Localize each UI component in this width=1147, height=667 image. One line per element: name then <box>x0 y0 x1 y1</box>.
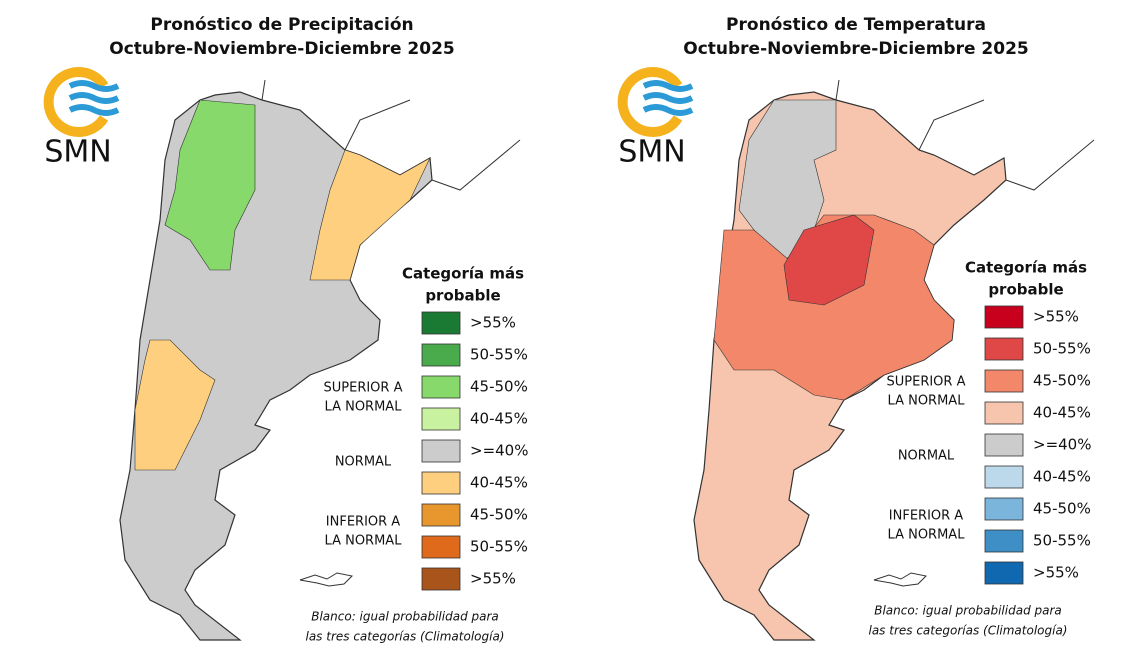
legend-swatch <box>984 401 1024 425</box>
legend-swatch <box>984 305 1024 329</box>
legend-swatch <box>421 471 461 495</box>
logo-text: SMN <box>44 135 111 170</box>
legend-swatch <box>421 503 461 527</box>
legend-label: 45-50% <box>1033 372 1091 390</box>
legend-label: >55% <box>1033 308 1079 326</box>
legend-swatch <box>421 343 461 367</box>
logo-wave <box>642 104 694 116</box>
legend-title: Categoría más <box>965 259 1087 277</box>
neighbor-border <box>261 79 521 191</box>
legend-swatch <box>421 567 461 591</box>
logo-wave <box>68 92 120 104</box>
legend-label: >55% <box>470 570 516 588</box>
panel: Pronóstico de Temperatura Octubre-Noviemb… <box>617 15 1095 641</box>
legend-label: 45-50% <box>470 506 528 524</box>
legend-swatch <box>421 439 461 463</box>
legend-swatch <box>984 497 1024 521</box>
logo-wave <box>642 92 694 104</box>
panel-title: Octubre-Noviembre-Diciembre 2025 <box>683 39 1029 59</box>
panel-title: Octubre-Noviembre-Diciembre 2025 <box>109 39 455 59</box>
logo-wave <box>68 104 120 116</box>
panel-title: Pronóstico de Temperatura <box>726 15 986 35</box>
footnote: las tres categorías (Climatología) <box>305 630 504 644</box>
neighbor-border <box>835 79 1095 191</box>
legend-label: 40-45% <box>1033 404 1091 422</box>
falklands <box>873 572 928 587</box>
legend-label: 40-45% <box>470 410 528 428</box>
legend-label: 50-55% <box>1033 340 1091 358</box>
legend-swatch <box>421 407 461 431</box>
forecast-region <box>309 149 431 281</box>
forecast-region <box>164 99 256 271</box>
category-label: SUPERIOR A <box>324 381 403 396</box>
legend-label: >=40% <box>1033 436 1091 454</box>
legend-label: >=40% <box>470 442 528 460</box>
category-label: LA NORMAL <box>325 534 403 549</box>
footnote: Blanco: igual probabilidad para <box>311 610 499 624</box>
legend-swatch <box>984 369 1024 393</box>
legend-swatch <box>984 561 1024 585</box>
legend-label: 45-50% <box>470 378 528 396</box>
legend-label: 50-55% <box>470 346 528 364</box>
legend-swatch <box>984 433 1024 457</box>
legend-swatch <box>984 465 1024 489</box>
category-label: NORMAL <box>898 449 955 464</box>
legend-label: >55% <box>1033 564 1079 582</box>
legend-swatch <box>421 375 461 399</box>
panel: Pronóstico de Precipitación Octubre-Novie… <box>43 15 528 644</box>
logo-ring <box>43 67 109 137</box>
logo-wave <box>642 80 694 92</box>
category-label: SUPERIOR A <box>887 375 966 390</box>
legend-title: Categoría más <box>402 265 524 283</box>
legend-title: probable <box>988 281 1063 299</box>
legend-swatch <box>421 311 461 335</box>
forecast-region <box>783 214 875 306</box>
footnote: las tres categorías (Climatología) <box>868 624 1067 638</box>
footnote: Blanco: igual probabilidad para <box>874 604 1062 618</box>
category-label: LA NORMAL <box>325 400 403 415</box>
legend-swatch <box>984 529 1024 553</box>
logo-wave <box>68 80 120 92</box>
category-label: LA NORMAL <box>888 528 966 543</box>
category-label: INFERIOR A <box>326 515 401 530</box>
category-label: LA NORMAL <box>888 394 966 409</box>
legend-swatch <box>984 337 1024 361</box>
legend-swatch <box>421 535 461 559</box>
legend-label: 45-50% <box>1033 500 1091 518</box>
legend-label: 50-55% <box>1033 532 1091 550</box>
legend-label: 40-45% <box>470 474 528 492</box>
logo-ring <box>617 67 683 137</box>
legend-title: probable <box>425 287 500 305</box>
legend-label: 40-45% <box>1033 468 1091 486</box>
panel-title: Pronóstico de Precipitación <box>150 15 413 35</box>
falklands <box>299 572 354 587</box>
legend-label: >55% <box>470 314 516 332</box>
legend-label: 50-55% <box>470 538 528 556</box>
forecast-region <box>713 214 955 401</box>
category-label: INFERIOR A <box>889 509 964 524</box>
category-label: NORMAL <box>335 455 392 470</box>
logo-text: SMN <box>618 135 685 170</box>
forecast-region <box>134 339 216 471</box>
